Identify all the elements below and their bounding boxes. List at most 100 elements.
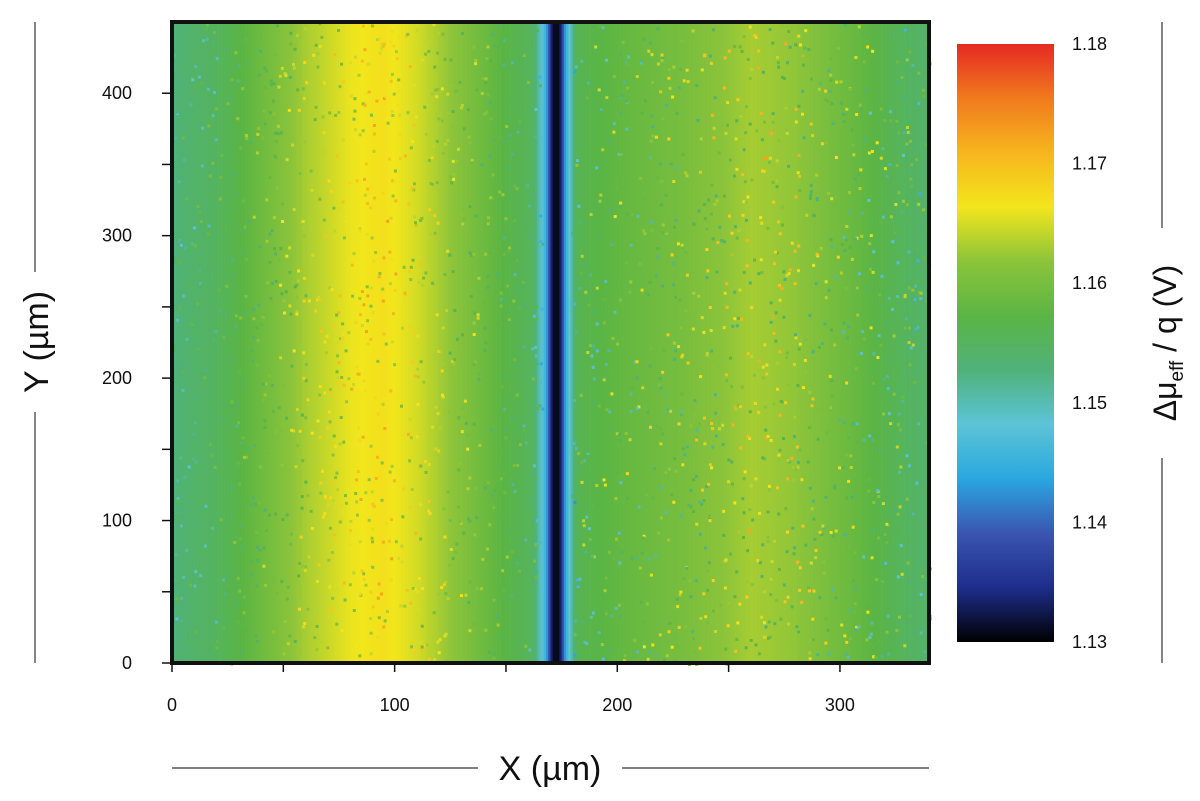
heatmap-speckle — [754, 35, 758, 39]
heatmap-speckle — [418, 503, 422, 507]
heatmap-speckle — [579, 271, 583, 275]
heatmap-speckle — [660, 516, 664, 520]
heatmap-speckle — [680, 392, 684, 396]
heatmap-column — [421, 22, 425, 663]
heatmap-speckle — [659, 427, 663, 431]
heatmap-speckle — [481, 77, 485, 80]
heatmap-speckle — [391, 340, 394, 344]
heatmap-speckle — [878, 293, 882, 297]
heatmap-speckle — [834, 275, 838, 279]
heatmap-column — [848, 22, 852, 663]
heatmap-speckle — [573, 654, 577, 657]
heatmap-column — [543, 22, 547, 663]
heatmap-speckle — [841, 466, 845, 470]
heatmap-speckle — [748, 281, 752, 285]
heatmap-speckle — [586, 351, 590, 354]
heatmap-speckle — [602, 297, 606, 301]
heatmap-speckle — [507, 318, 511, 322]
heatmap-speckle — [377, 616, 381, 620]
heatmap-speckle — [725, 373, 728, 377]
heatmap-speckle — [326, 426, 330, 430]
heatmap-speckle — [727, 458, 731, 462]
heatmap-speckle — [293, 187, 296, 191]
heatmap-speckle — [495, 44, 499, 48]
heatmap-speckle — [386, 116, 390, 119]
heatmap-speckle — [174, 336, 178, 340]
heatmap-column — [708, 22, 712, 663]
heatmap-speckle — [725, 379, 729, 383]
heatmap-speckle — [196, 302, 199, 306]
heatmap-speckle — [500, 297, 503, 301]
heatmap-column — [548, 22, 552, 663]
heatmap-speckle — [533, 223, 536, 227]
heatmap-speckle — [458, 520, 462, 524]
heatmap-speckle — [423, 644, 427, 648]
heatmap-speckle — [468, 82, 472, 86]
heatmap-speckle — [619, 201, 623, 205]
heatmap-speckle — [906, 218, 910, 222]
heatmap-speckle — [516, 68, 519, 72]
heatmap-column — [866, 22, 870, 663]
heatmap-speckle — [472, 45, 476, 49]
heatmap-speckle — [277, 406, 281, 410]
heatmap-speckle — [370, 236, 374, 240]
heatmap-column — [706, 22, 710, 663]
heatmap-speckle — [713, 393, 717, 397]
heatmap-speckle — [205, 37, 209, 41]
heatmap-speckle — [602, 307, 606, 310]
heatmap-speckle — [268, 260, 272, 264]
heatmap-speckle — [666, 407, 670, 411]
heatmap-column — [537, 22, 540, 663]
heatmap-speckle — [849, 637, 852, 641]
heatmap-speckle — [759, 258, 763, 262]
heatmap-speckle — [591, 375, 595, 379]
heatmap-speckle — [441, 151, 445, 155]
heatmap-column — [176, 22, 180, 663]
heatmap-speckle — [660, 53, 664, 57]
heatmap-speckle — [605, 58, 609, 62]
heatmap-speckle — [503, 463, 507, 467]
heatmap-speckle — [237, 64, 241, 68]
heatmap-speckle — [374, 477, 378, 480]
heatmap-speckle — [345, 400, 349, 404]
heatmap-speckle — [268, 513, 272, 517]
heatmap-speckle — [761, 365, 765, 369]
heatmap-speckle — [615, 537, 618, 541]
heatmap-speckle — [601, 67, 605, 71]
heatmap-speckle — [806, 460, 810, 464]
heatmap-speckle — [411, 331, 415, 335]
heatmap-speckle — [232, 82, 236, 86]
heatmap-speckle — [371, 311, 375, 315]
heatmap-speckle — [808, 391, 812, 394]
heatmap-speckle — [172, 345, 176, 349]
heatmap-speckle — [261, 383, 265, 386]
heatmap-speckle — [771, 314, 775, 318]
heatmap-speckle — [573, 500, 577, 504]
heatmap-speckle — [761, 70, 765, 74]
heatmap-speckle — [818, 596, 822, 600]
heatmap-speckle — [349, 94, 353, 98]
heatmap-speckle — [416, 590, 420, 594]
heatmap-column — [267, 22, 271, 663]
heatmap-speckle — [199, 564, 203, 568]
heatmap-speckle — [219, 419, 223, 423]
heatmap-speckle — [714, 630, 718, 633]
heatmap-speckle — [763, 120, 766, 124]
heatmap-speckle — [369, 206, 373, 210]
heatmap-speckle — [275, 97, 279, 100]
heatmap-speckle — [621, 40, 625, 44]
heatmap-speckle — [717, 365, 721, 369]
heatmap-speckle — [680, 39, 684, 43]
heatmap-column — [408, 22, 411, 663]
heatmap-speckle — [601, 584, 605, 588]
heatmap-speckle — [894, 533, 898, 537]
heatmap-speckle — [443, 634, 447, 638]
heatmap-speckle — [578, 287, 582, 290]
heatmap-speckle — [845, 225, 849, 228]
heatmap-speckle — [589, 273, 592, 277]
heatmap-speckle — [295, 312, 299, 316]
heatmap-column — [842, 22, 845, 663]
heatmap-speckle — [519, 329, 523, 333]
heatmap-speckle — [489, 196, 493, 200]
heatmap-speckle — [803, 358, 807, 362]
